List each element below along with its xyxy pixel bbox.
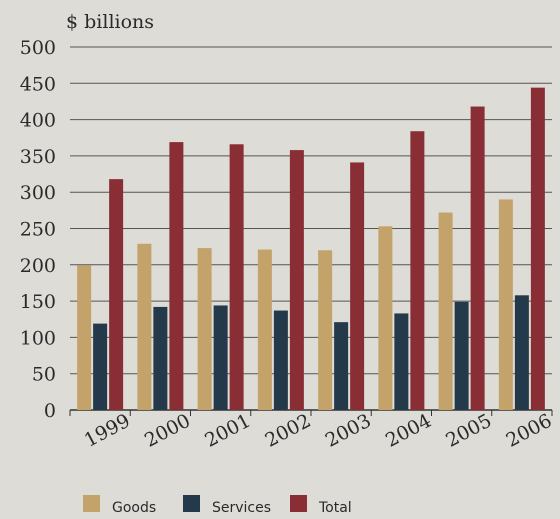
y-tick-label: 150 [20, 291, 56, 313]
bar-goods-2002 [257, 249, 272, 410]
x-tick-label: 2005 [442, 410, 495, 452]
bar-total-2005 [470, 106, 485, 411]
bar-goods-1999 [77, 265, 92, 410]
bars [77, 87, 545, 411]
bar-services-2000 [153, 306, 168, 410]
bar-goods-2000 [137, 243, 152, 410]
y-tick-label: 50 [32, 364, 56, 386]
y-tick-label: 450 [20, 73, 56, 95]
x-tick-labels: 1999 2000 2001 2002 2003 2004 2005 2006 [81, 410, 556, 452]
x-tick-label: 2002 [262, 410, 315, 452]
y-tick-label: 350 [20, 146, 56, 168]
legend-label-total: Total [318, 500, 352, 516]
y-tick-label: 300 [20, 182, 56, 204]
bar-services-2002 [273, 310, 288, 410]
y-axis-label: $ billions [66, 11, 154, 33]
x-tick-label: 1999 [81, 410, 134, 452]
legend-swatch-goods [83, 495, 100, 512]
y-tick-label: 250 [20, 219, 56, 241]
bar-services-2004 [394, 313, 409, 410]
bar-total-2000 [169, 142, 184, 410]
y-tick-labels: 0 50 100 150 200 250 300 350 400 450 500 [20, 37, 56, 422]
legend-swatch-total [290, 495, 307, 512]
legend-label-services: Services [212, 500, 271, 516]
bar-goods-2005 [438, 212, 453, 410]
y-tick-label: 0 [44, 400, 56, 422]
bar-total-2006 [530, 87, 545, 410]
bar-total-1999 [109, 179, 124, 410]
bar-services-2005 [454, 301, 469, 410]
legend-label-goods: Goods [112, 500, 156, 516]
bar-goods-2004 [378, 226, 393, 410]
x-tick-label: 2003 [322, 410, 375, 452]
x-tick-label: 2000 [141, 410, 194, 452]
y-tick-label: 200 [20, 255, 56, 277]
legend-swatch-services [183, 495, 200, 512]
bar-goods-2001 [197, 248, 212, 410]
y-tick-label: 500 [20, 37, 56, 59]
legend: Goods Services Total [83, 495, 352, 516]
x-tick-label: 2001 [201, 410, 254, 452]
bar-services-2001 [213, 305, 228, 410]
bar-total-2002 [289, 150, 304, 411]
y-tick-label: 400 [20, 110, 56, 132]
bar-services-2006 [514, 295, 529, 410]
x-tick-label: 2004 [382, 410, 435, 452]
bar-goods-2006 [498, 199, 513, 410]
x-tick-label: 2006 [503, 410, 556, 452]
bar-total-2001 [229, 144, 244, 410]
bar-total-2003 [350, 162, 365, 410]
bar-total-2004 [410, 131, 425, 410]
bar-services-1999 [93, 323, 108, 410]
bar-goods-2003 [318, 250, 333, 410]
bar-services-2003 [334, 322, 349, 410]
y-tick-label: 100 [20, 327, 56, 349]
